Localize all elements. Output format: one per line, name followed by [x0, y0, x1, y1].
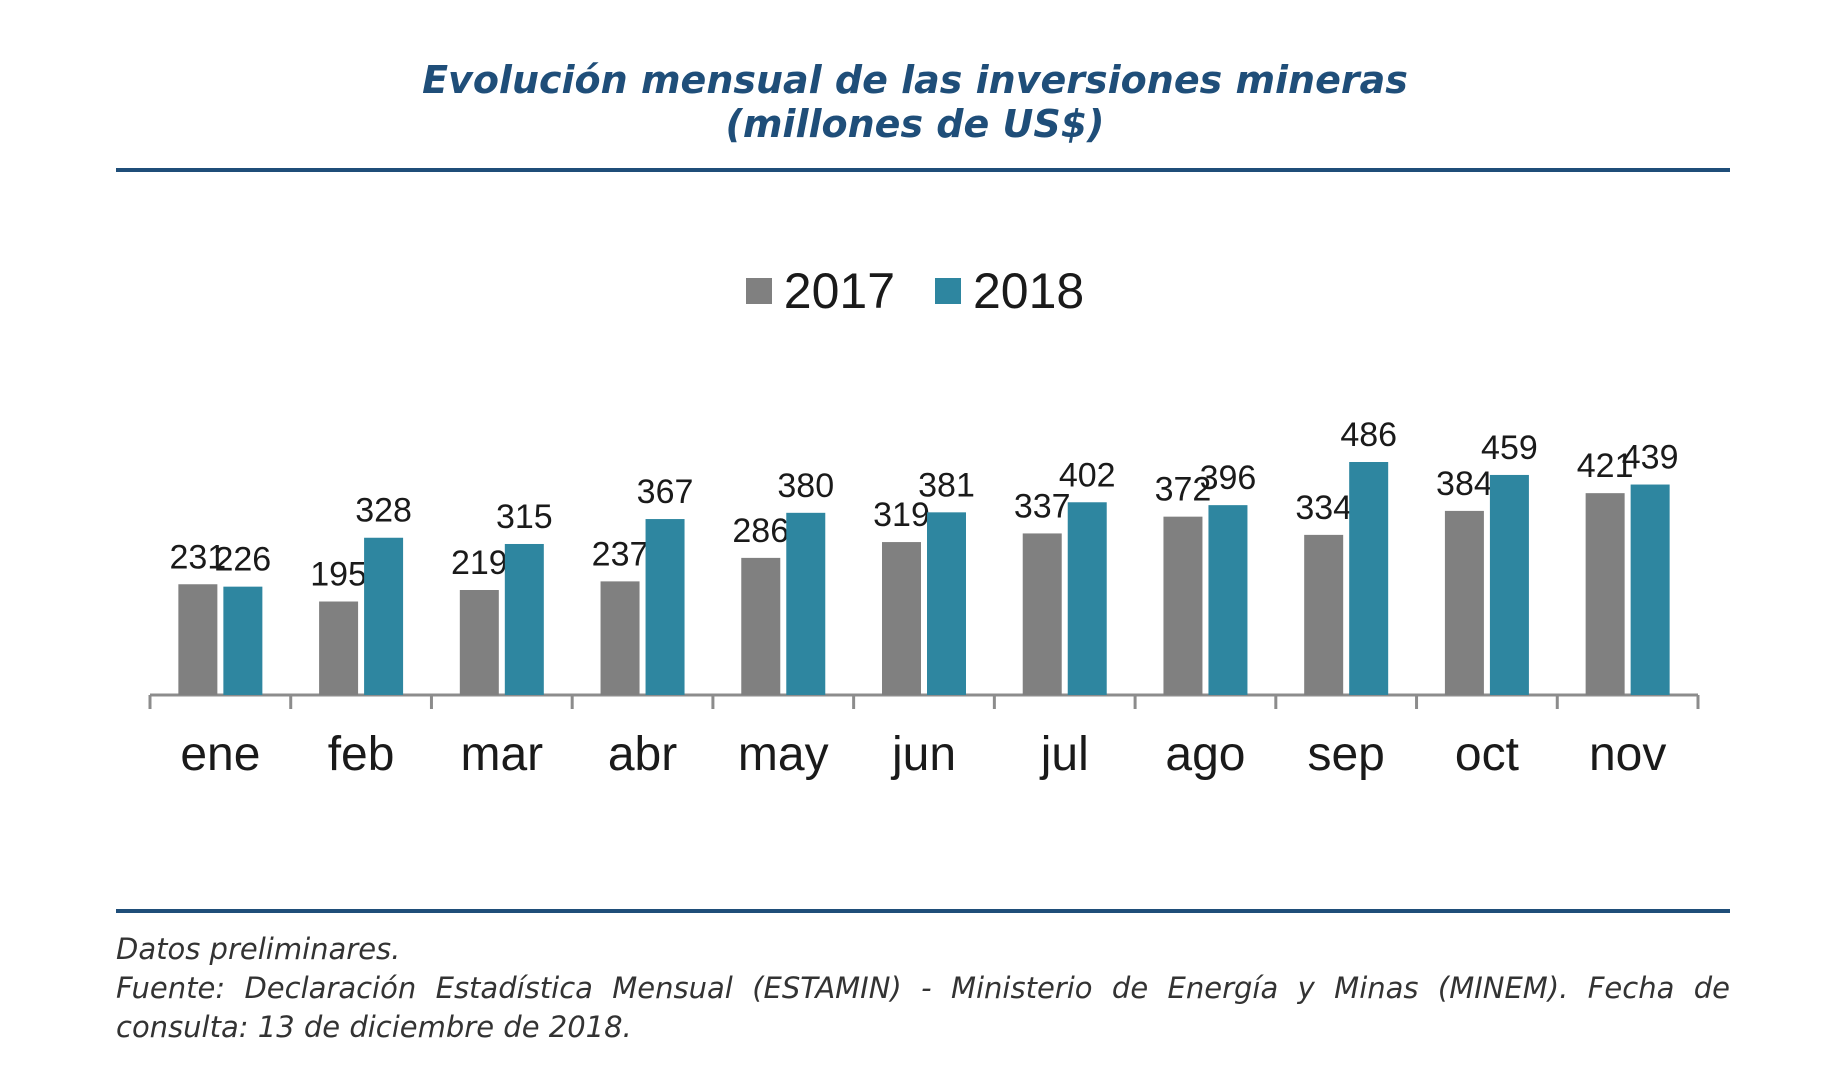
x-tick-label-sep: sep: [1307, 728, 1384, 781]
x-tick-label-jun: jun: [890, 728, 956, 781]
data-label-2017-sep: 334: [1295, 489, 1352, 527]
bar-2017-may: [741, 557, 781, 695]
data-label-2018-sep: 486: [1340, 416, 1397, 454]
bar-2018-jun: [927, 512, 966, 695]
x-tick-label-may: may: [738, 728, 829, 781]
x-tick-label-mar: mar: [460, 728, 543, 781]
data-label-2018-oct: 459: [1481, 429, 1538, 467]
x-tick-label-jul: jul: [1039, 728, 1089, 781]
data-label-2018-jun: 381: [918, 466, 975, 504]
bar-2017-jun: [882, 542, 921, 695]
legend-swatch-2018: [935, 278, 961, 304]
bar-2017-nov: [1585, 493, 1625, 695]
bar-2018-sep: [1349, 462, 1389, 695]
data-label-2018-abr: 367: [637, 473, 694, 511]
data-label-2018-ene: 226: [214, 541, 271, 579]
bar-2018-oct: [1489, 474, 1529, 695]
bar-2018-ene: [223, 586, 263, 695]
bar-2018-jul: [1067, 502, 1107, 695]
x-tick-label-feb: feb: [328, 728, 395, 781]
data-label-2017-ene: 231: [169, 538, 226, 576]
footer: Datos preliminares. Fuente: Declaración …: [116, 930, 1730, 1047]
bar-2017-abr: [600, 581, 640, 695]
data-label-2018-mar: 315: [496, 498, 553, 536]
x-tick-label-ago: ago: [1165, 728, 1245, 781]
data-label-2017-may: 286: [732, 512, 789, 550]
bar-2018-feb: [364, 537, 404, 695]
bar-2017-feb: [319, 601, 359, 695]
data-label-2017-oct: 384: [1436, 465, 1493, 503]
bar-2018-may: [786, 512, 826, 695]
top-divider: [116, 168, 1730, 172]
legend: 2017 2018: [0, 262, 1830, 320]
x-tick-label-ene: ene: [180, 728, 260, 781]
bar-2017-oct: [1444, 510, 1484, 695]
bar-2018-nov: [1630, 484, 1670, 695]
data-label-2018-feb: 328: [355, 492, 412, 530]
data-label-2018-nov: 439: [1622, 439, 1679, 477]
data-label-2017-abr: 237: [592, 535, 649, 573]
bar-2018-abr: [645, 519, 685, 695]
legend-label-2018: 2018: [973, 263, 1085, 319]
title-line-2: (millones de US$): [725, 102, 1105, 146]
legend-label-2017: 2017: [783, 263, 895, 319]
data-label-2017-mar: 219: [451, 544, 508, 582]
legend-swatch-2017: [745, 278, 772, 304]
bar-2018-mar: [504, 543, 544, 695]
data-label-2017-nov: 421: [1577, 447, 1634, 485]
bar-2017-jul: [1022, 533, 1062, 695]
x-tick-label-nov: nov: [1589, 728, 1666, 781]
data-label-2018-may: 380: [777, 467, 834, 505]
bar-2017-ene: [178, 584, 218, 695]
x-tick-label-abr: abr: [608, 728, 677, 781]
legend-item-2018: 2018: [935, 262, 1084, 320]
data-label-2018-ago: 396: [1200, 459, 1257, 497]
chart-title: Evolución mensual de las inversiones min…: [0, 58, 1830, 146]
footer-note: Datos preliminares.: [116, 932, 401, 966]
x-tick-label-oct: oct: [1455, 728, 1519, 781]
bar-2017-mar: [459, 590, 499, 695]
data-label-2017-jul: 337: [1014, 487, 1071, 525]
data-label-2018-jul: 402: [1059, 456, 1116, 494]
legend-item-2017: 2017: [745, 262, 895, 320]
title-line-1: Evolución mensual de las inversiones min…: [422, 58, 1408, 102]
bar-2017-sep: [1304, 534, 1344, 695]
data-label-2017-ago: 372: [1155, 471, 1212, 509]
data-label-2017-feb: 195: [310, 556, 367, 594]
bottom-divider: [116, 909, 1730, 913]
bar-2017-ago: [1163, 516, 1203, 695]
data-label-2017-jun: 319: [873, 496, 930, 534]
footer-source: Fuente: Declaración Estadística Mensual …: [116, 971, 1730, 1044]
bar-2018-ago: [1208, 505, 1248, 695]
